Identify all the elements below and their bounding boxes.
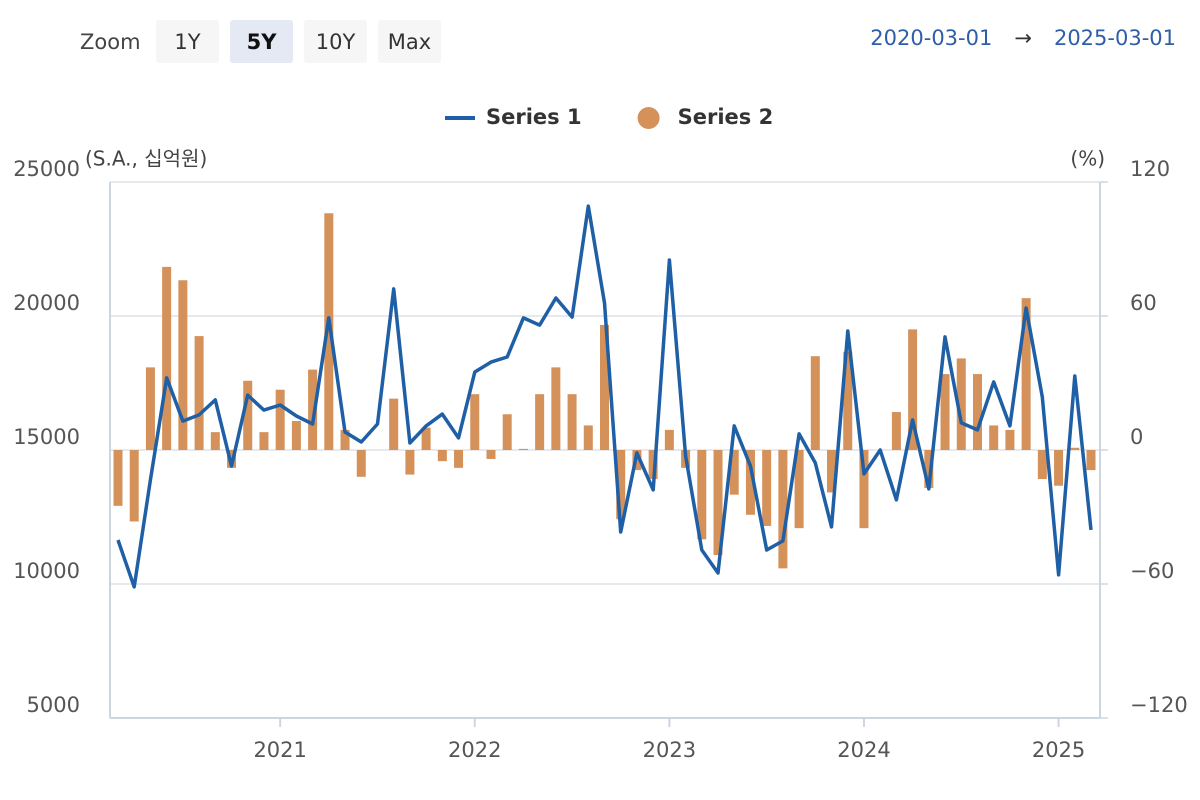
zoom-button[interactable]: 10Y <box>304 20 367 63</box>
y-tick-label: 15000 <box>13 425 80 449</box>
bar <box>535 394 545 450</box>
range-end[interactable]: 2025-03-01 <box>1053 26 1176 50</box>
bar <box>210 432 220 450</box>
x-tick-label: 2023 <box>643 738 696 762</box>
y2-tick-label: 120 <box>1130 157 1170 181</box>
range-start[interactable]: 2020-03-01 <box>870 26 993 50</box>
bar <box>389 398 399 450</box>
bar <box>1054 450 1064 486</box>
bar <box>713 450 723 555</box>
bar <box>1005 429 1015 450</box>
bar <box>827 450 837 493</box>
y-tick-label: 5000 <box>27 693 80 717</box>
bar <box>810 356 820 450</box>
zoom-bar: Zoom 1Y 5Y 10Y Max <box>80 20 441 63</box>
bar <box>924 450 934 488</box>
y2-tick-label: 0 <box>1130 425 1143 449</box>
legend-swatch <box>637 107 660 129</box>
line <box>116 204 1093 589</box>
range-separator: → <box>1014 26 1032 50</box>
bar <box>1021 298 1031 450</box>
zoom-label: Zoom <box>80 29 141 54</box>
bar <box>1086 450 1096 471</box>
bar <box>437 450 447 462</box>
bar <box>843 351 853 450</box>
bar <box>243 380 253 450</box>
bar <box>324 213 334 450</box>
bar <box>794 450 804 529</box>
bar <box>697 450 707 540</box>
bar <box>162 266 172 450</box>
bar <box>567 394 577 450</box>
x-tick-label: 2024 <box>837 738 890 762</box>
bar <box>340 429 350 450</box>
bar <box>956 358 966 450</box>
bar <box>259 432 269 450</box>
y2-tick-label: −120 <box>1130 693 1188 717</box>
bar <box>421 427 431 450</box>
bar <box>940 374 950 450</box>
bar <box>1070 447 1080 450</box>
y-axis-label: (S.A., 십억원) <box>85 147 207 171</box>
bar <box>989 425 999 450</box>
bar <box>113 450 123 506</box>
bar <box>194 336 204 450</box>
bar <box>470 394 480 450</box>
bar <box>664 429 674 450</box>
y2-tick-label: 60 <box>1130 291 1157 315</box>
bar <box>778 450 788 569</box>
legend-label: Series 2 <box>678 105 774 129</box>
bar <box>308 369 318 450</box>
bar <box>275 389 285 450</box>
y-tick-label: 10000 <box>13 559 80 583</box>
y-tick-label: 25000 <box>13 157 80 181</box>
bar <box>908 329 918 450</box>
bar <box>291 420 301 450</box>
bar <box>178 280 188 450</box>
bar <box>616 450 626 520</box>
bar <box>518 448 528 450</box>
y2-tick-label: −60 <box>1130 559 1174 583</box>
bar <box>356 450 366 477</box>
zoom-button[interactable]: 5Y <box>230 20 293 63</box>
bar <box>648 450 658 480</box>
y-tick-label: 20000 <box>13 291 80 315</box>
bar <box>129 450 139 522</box>
bar <box>729 450 739 495</box>
bar <box>551 367 561 450</box>
date-range: 2020-03-01 → 2025-03-01 <box>870 26 1176 50</box>
bar <box>859 450 869 529</box>
x-tick-label: 2025 <box>1032 738 1085 762</box>
bar <box>1037 450 1047 480</box>
legend-label: Series 1 <box>486 105 582 129</box>
bar <box>745 450 755 515</box>
bar <box>454 450 464 468</box>
bar <box>972 374 982 450</box>
bar <box>600 324 609 450</box>
x-tick-label: 2022 <box>448 738 501 762</box>
bar <box>486 450 496 459</box>
bar <box>145 367 155 450</box>
zoom-button[interactable]: Max <box>378 20 441 63</box>
bar <box>502 414 512 450</box>
bar <box>583 425 593 450</box>
bar <box>405 450 415 475</box>
bar <box>762 450 772 526</box>
y2-axis-label: (%) <box>1070 147 1105 171</box>
x-tick-label: 2021 <box>253 738 306 762</box>
zoom-button[interactable]: 1Y <box>156 20 219 63</box>
bar <box>891 412 901 450</box>
